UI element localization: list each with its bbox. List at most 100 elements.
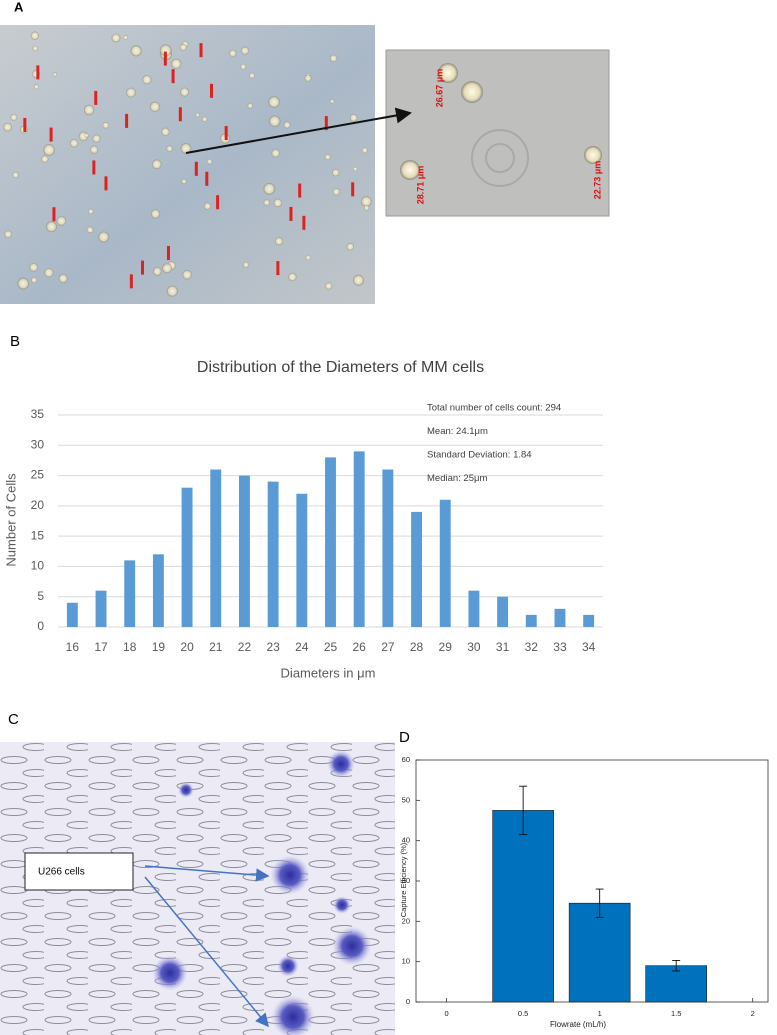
cell bbox=[240, 63, 247, 70]
scale-mark bbox=[166, 245, 170, 260]
bar bbox=[296, 493, 308, 627]
cell bbox=[353, 166, 358, 172]
bar bbox=[95, 590, 107, 627]
x-tick-label: 26 bbox=[353, 640, 367, 654]
x-tick-label: 20 bbox=[180, 640, 194, 654]
cell bbox=[325, 282, 333, 290]
x-tick-label: 33 bbox=[553, 640, 567, 654]
cell bbox=[3, 122, 12, 132]
bar bbox=[554, 608, 566, 627]
stat-annotation: Median: 25μm bbox=[427, 473, 487, 484]
scale-mark bbox=[125, 113, 129, 128]
cell bbox=[243, 261, 249, 268]
scale-mark bbox=[36, 65, 40, 80]
cell bbox=[247, 103, 253, 109]
bar bbox=[497, 596, 509, 627]
x-tick-label: 2 bbox=[751, 1009, 755, 1018]
measurement: 26.67 μm bbox=[434, 69, 444, 108]
bar bbox=[411, 511, 423, 627]
cell bbox=[249, 72, 255, 79]
cell bbox=[4, 230, 12, 239]
cell bbox=[166, 285, 178, 297]
x-tick-label: 27 bbox=[381, 640, 395, 654]
bar bbox=[238, 475, 250, 627]
cell bbox=[98, 231, 110, 243]
scale-mark bbox=[129, 274, 133, 289]
scale-mark bbox=[216, 195, 220, 210]
cell bbox=[151, 159, 162, 170]
x-tick-label: 32 bbox=[525, 640, 539, 654]
cell bbox=[90, 145, 99, 154]
arrow bbox=[185, 107, 412, 154]
cell bbox=[273, 198, 283, 208]
bar bbox=[583, 614, 595, 627]
cell bbox=[361, 147, 368, 154]
cell bbox=[130, 45, 142, 57]
y-tick-label: 0 bbox=[406, 997, 410, 1006]
cell bbox=[84, 133, 89, 138]
cell bbox=[324, 154, 331, 161]
x-tick-label: 28 bbox=[410, 640, 424, 654]
y-tick-label: 60 bbox=[402, 755, 410, 764]
cell bbox=[332, 188, 340, 196]
scale-mark bbox=[289, 206, 293, 221]
cell bbox=[180, 143, 192, 154]
panel-label: C bbox=[8, 711, 19, 728]
y-tick-label: 0 bbox=[37, 619, 44, 633]
measurement: 22.73 μm bbox=[592, 161, 602, 200]
inset-micrograph bbox=[385, 49, 610, 217]
cell bbox=[268, 115, 281, 127]
cell bbox=[195, 112, 200, 118]
cell bbox=[126, 87, 136, 98]
bar bbox=[181, 487, 193, 627]
cell bbox=[229, 49, 237, 57]
scale-mark bbox=[205, 171, 209, 186]
cell bbox=[288, 272, 297, 282]
bar bbox=[210, 469, 222, 627]
panel-label: D bbox=[399, 729, 410, 746]
scale-mark bbox=[199, 43, 203, 58]
cell bbox=[43, 144, 55, 156]
cell bbox=[161, 127, 170, 137]
cell bbox=[361, 196, 372, 207]
cell bbox=[584, 146, 602, 164]
scale-mark bbox=[209, 83, 213, 98]
scale-mark bbox=[52, 207, 56, 222]
callout-text: U266 cells bbox=[38, 867, 85, 878]
arrow bbox=[144, 876, 269, 1028]
x-tick-label: 34 bbox=[582, 640, 596, 654]
cell bbox=[263, 199, 270, 206]
cell bbox=[263, 182, 276, 195]
y-tick-label: 20 bbox=[31, 498, 45, 512]
bar bbox=[66, 602, 78, 627]
cell bbox=[69, 138, 79, 148]
cell bbox=[30, 31, 40, 40]
cell bbox=[159, 44, 172, 57]
y-tick-label: 10 bbox=[402, 957, 410, 966]
cell bbox=[332, 168, 340, 177]
cell bbox=[58, 273, 68, 283]
x-tick-label: 29 bbox=[439, 640, 453, 654]
cell bbox=[283, 121, 291, 129]
micrograph bbox=[0, 25, 375, 304]
ring bbox=[485, 143, 515, 173]
cell bbox=[271, 148, 280, 158]
scale-mark bbox=[104, 176, 108, 191]
cell bbox=[86, 226, 94, 234]
stat-annotation: Mean: 24.1μm bbox=[427, 426, 488, 437]
x-tick-label: 16 bbox=[66, 640, 80, 654]
cell bbox=[17, 277, 30, 290]
cell bbox=[305, 255, 311, 261]
cell bbox=[274, 237, 283, 246]
measurement: 28.71 μm bbox=[415, 166, 425, 205]
scale-mark bbox=[276, 261, 280, 276]
cell bbox=[44, 268, 54, 278]
cell bbox=[162, 263, 172, 274]
cell bbox=[92, 134, 101, 143]
scale-mark bbox=[178, 107, 182, 122]
cell bbox=[123, 35, 128, 40]
stat-annotation: Standard Deviation: 1.84 bbox=[427, 450, 532, 461]
bar bbox=[124, 560, 136, 627]
cell bbox=[33, 84, 39, 90]
